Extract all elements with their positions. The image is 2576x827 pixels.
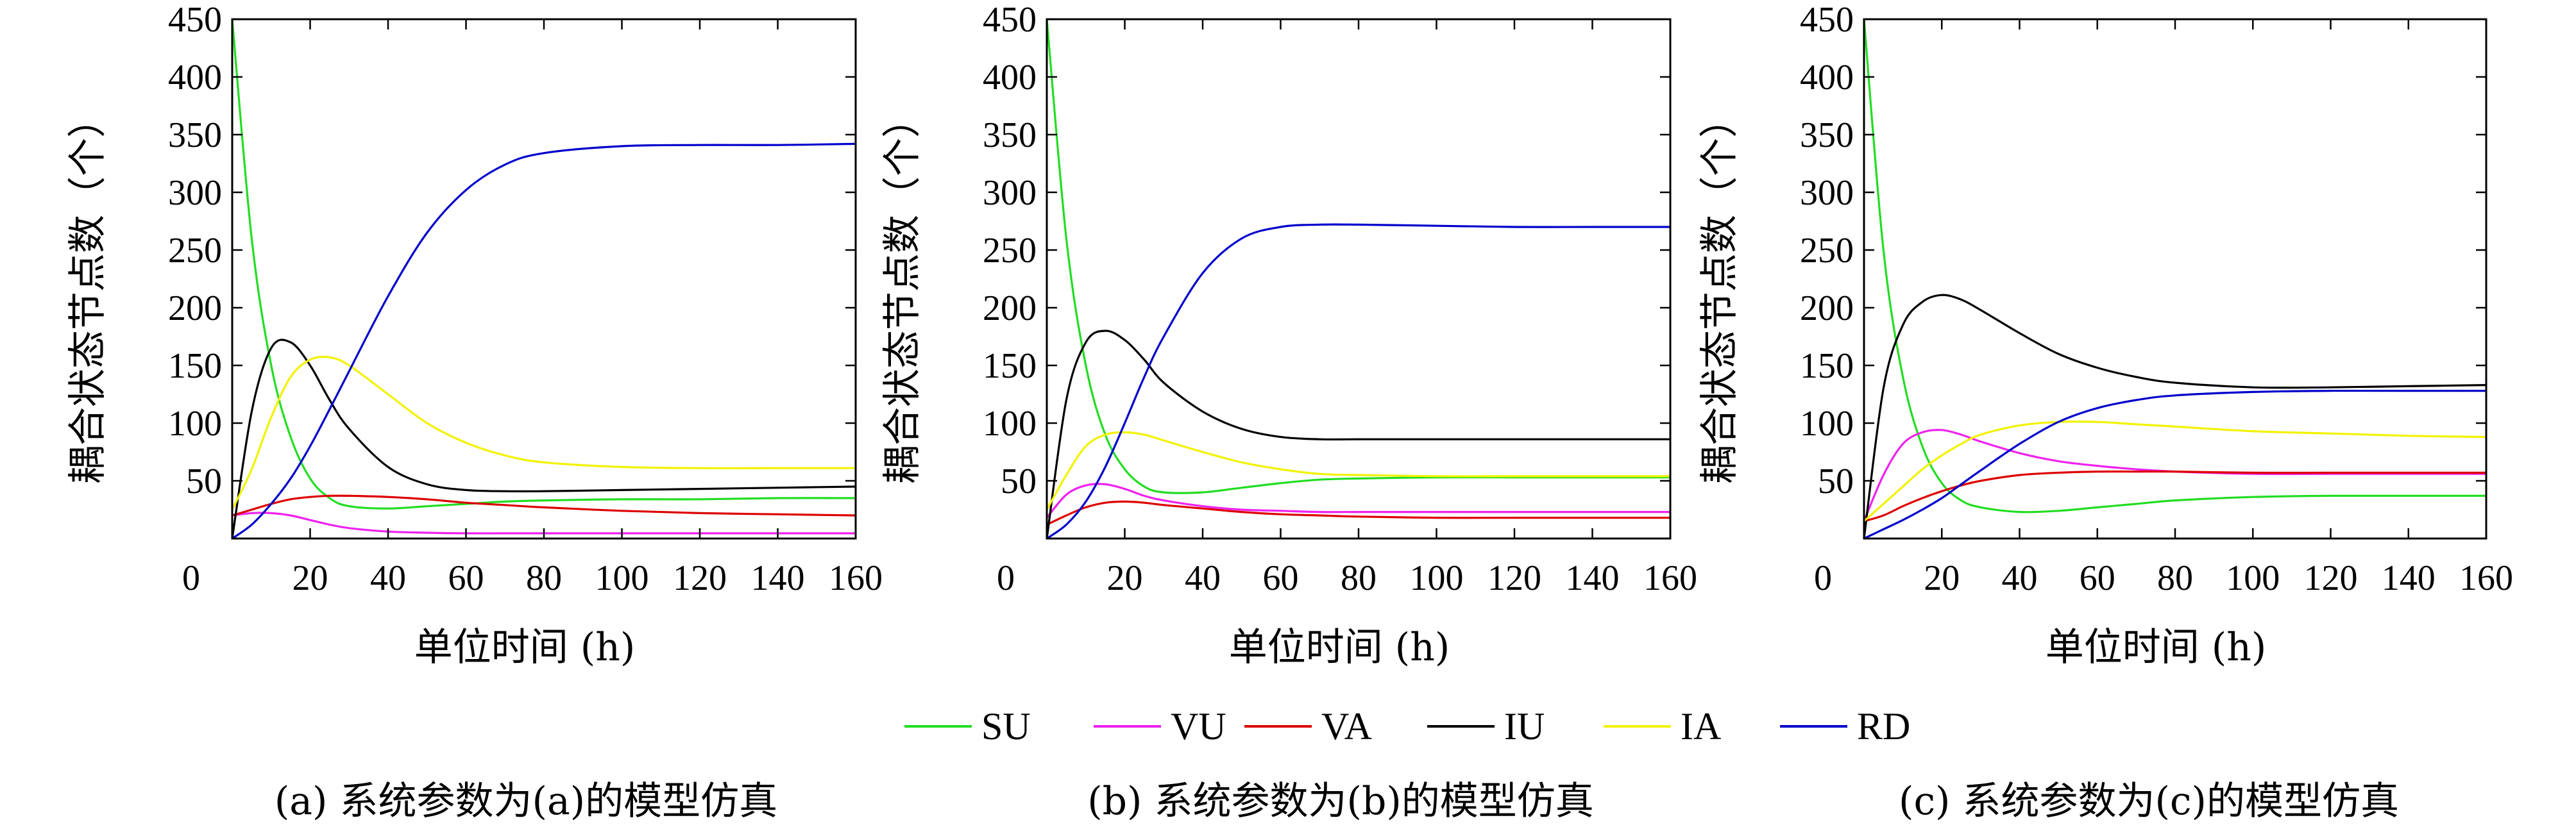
legend-label-va: VA <box>1321 705 1372 748</box>
y-tick-label: 200 <box>983 288 1037 328</box>
series-line-rd <box>1864 389 2486 539</box>
x-tick-label: 40 <box>370 558 406 598</box>
x-tick-label: 100 <box>595 558 649 598</box>
y-tick-label: 150 <box>983 346 1037 386</box>
y-tick-label: 400 <box>1800 58 1854 97</box>
x-tick-label: 100 <box>2226 558 2280 598</box>
y-tick-label: 50 <box>186 462 222 501</box>
x-tick-label: 0 <box>1814 558 1832 598</box>
series-line-su <box>1047 19 1670 494</box>
x-tick-label: 160 <box>2459 558 2513 598</box>
series-line-va <box>1047 500 1670 526</box>
series-line-vu <box>1864 429 2486 522</box>
y-tick-label: 250 <box>983 231 1037 271</box>
x-tick-label: 120 <box>1487 558 1541 598</box>
legend-label-ia: IA <box>1681 705 1721 748</box>
x-tick-label: 140 <box>1566 558 1620 598</box>
panel-caption: (a) 系统参数为(a)的模型仿真 <box>275 779 777 824</box>
x-tick-label: 120 <box>673 558 727 598</box>
series-line-rd <box>1047 223 1670 539</box>
legend-label-su: SU <box>981 705 1031 748</box>
y-tick-label: 350 <box>168 115 222 155</box>
x-tick-label: 60 <box>1263 558 1299 598</box>
x-tick-label: 80 <box>1341 558 1377 598</box>
series-line-su <box>1864 19 2486 514</box>
series-line-ia <box>232 355 856 510</box>
series-line-va <box>1864 470 2486 522</box>
x-tick-label: 160 <box>829 558 883 598</box>
x-tick-label: 80 <box>2157 558 2193 598</box>
y-axis-label: 耦合状态节点数（个） <box>880 99 925 484</box>
y-axis-label: 耦合状态节点数（个） <box>1697 99 1742 484</box>
plot-frame <box>1046 18 1672 540</box>
series-line-iu <box>1864 294 2486 539</box>
y-tick-label: 200 <box>168 288 222 328</box>
x-tick-label: 100 <box>1410 558 1464 598</box>
y-tick-label: 250 <box>168 231 222 271</box>
series-line-vu <box>1047 483 1670 519</box>
y-tick-label: 300 <box>983 173 1037 213</box>
x-tick-label: 60 <box>448 558 484 598</box>
series-line-iu <box>1047 330 1670 539</box>
y-tick-label: 400 <box>168 58 222 97</box>
plot-frame <box>1863 18 2487 540</box>
x-tick-label: 140 <box>751 558 805 598</box>
x-axis-label: 单位时间 (h) <box>2046 625 2267 670</box>
x-axis-label: 单位时间 (h) <box>1229 625 1450 670</box>
x-tick-label: 0 <box>997 558 1015 598</box>
chart-panel-3: 50 100 150 200 250 300 350 400 450 0 20 40 60 80 100 12… <box>1697 0 2513 824</box>
panel-caption: (c) 系统参数为(c)的模型仿真 <box>1899 779 2399 824</box>
x-tick-label: 140 <box>2382 558 2436 598</box>
y-tick-label: 150 <box>168 346 222 386</box>
x-tick-label: 60 <box>2080 558 2115 598</box>
legend: SU VU VA IU IA RD <box>904 705 1910 748</box>
plot-frame <box>231 18 857 540</box>
y-tick-label: 300 <box>1800 173 1854 213</box>
x-tick-label: 120 <box>2304 558 2358 598</box>
y-axis-label: 耦合状态节点数（个） <box>65 99 110 484</box>
x-tick-label: 40 <box>1185 558 1221 598</box>
x-tick-label: 40 <box>2002 558 2038 598</box>
x-tick-label: 20 <box>292 558 328 598</box>
y-tick-label: 450 <box>168 0 222 40</box>
y-tick-label: 100 <box>983 404 1037 444</box>
x-tick-label: 20 <box>1924 558 1960 598</box>
series-line-rd <box>232 142 856 539</box>
y-tick-label: 350 <box>1800 115 1854 155</box>
chart-panel-1: 50 100 150 200 250 300 350 400 450 0 20 40 60 80 100 12… <box>65 0 883 824</box>
x-axis-label: 单位时间 (h) <box>414 625 636 670</box>
panel-caption: (b) 系统参数为(b)的模型仿真 <box>1087 779 1594 824</box>
series-line-iu <box>232 338 856 539</box>
y-tick-label: 100 <box>1800 404 1854 444</box>
y-tick-label: 50 <box>1001 462 1037 501</box>
x-tick-label: 160 <box>1643 558 1697 598</box>
x-tick-label: 80 <box>526 558 562 598</box>
y-tick-label: 250 <box>1800 231 1854 271</box>
y-tick-label: 100 <box>168 404 222 444</box>
legend-label-iu: IU <box>1504 705 1545 748</box>
y-tick-label: 450 <box>1800 0 1854 40</box>
series-line-va <box>232 494 856 517</box>
y-tick-label: 450 <box>983 0 1037 40</box>
series-line-ia <box>1047 431 1670 510</box>
y-tick-label: 50 <box>1818 462 1854 501</box>
chart-panel-2: 50 100 150 200 250 300 350 400 450 0 20 40 60 80 100 12… <box>880 0 1697 824</box>
series-line-ia <box>1864 421 2486 522</box>
legend-label-vu: VU <box>1171 705 1226 748</box>
y-tick-label: 150 <box>1800 346 1854 386</box>
series-line-su <box>232 19 856 510</box>
y-tick-label: 200 <box>1800 288 1854 328</box>
x-tick-label: 0 <box>182 558 200 598</box>
x-tick-label: 20 <box>1107 558 1143 598</box>
legend-label-rd: RD <box>1857 705 1910 748</box>
y-tick-label: 400 <box>983 58 1037 97</box>
y-tick-label: 350 <box>983 115 1037 155</box>
y-tick-label: 300 <box>168 173 222 213</box>
